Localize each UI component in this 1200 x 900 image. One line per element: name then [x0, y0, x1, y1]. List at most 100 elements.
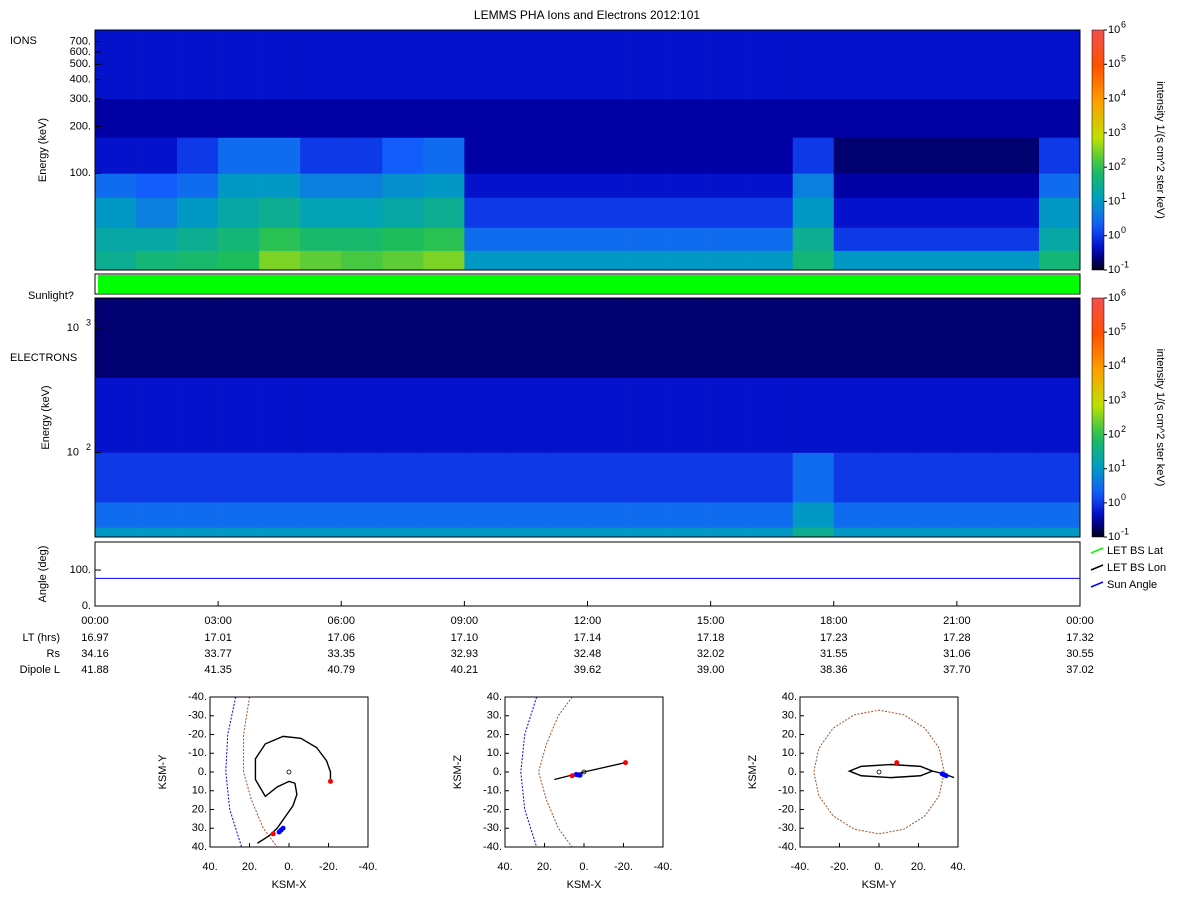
heatmap-cell [1038, 197, 1081, 228]
heatmap-cell [956, 502, 999, 528]
heatmap-cell [1038, 250, 1081, 271]
heatmap-cell [218, 227, 260, 251]
x-tick-label: -40. [791, 861, 810, 873]
ephemeris-value: 37.70 [943, 664, 971, 676]
heatmap-cell [628, 377, 670, 453]
heatmap-cell [997, 173, 1040, 198]
colorbar-tick-label: -1 [1121, 526, 1129, 536]
heatmap-cell [587, 527, 629, 538]
y-tick-label: -20. [483, 803, 502, 815]
colorbar [1091, 297, 1105, 538]
heatmap-cell [136, 30, 178, 100]
heatmap-cell [874, 137, 917, 174]
heatmap-cell [1038, 502, 1081, 528]
heatmap-cell [177, 98, 219, 138]
y-tick-label: 2 [86, 442, 91, 452]
y-tick-label: 20. [192, 803, 207, 815]
ephemeris-value: 17.01 [204, 632, 232, 644]
heatmap-cell [792, 502, 835, 528]
heatmap-cell [95, 527, 137, 538]
orbit-point [569, 773, 575, 779]
heatmap-cell [628, 173, 670, 198]
heatmap-cell [136, 298, 178, 378]
heatmap-cell [423, 377, 465, 453]
ephemeris-value: 17.28 [943, 632, 971, 644]
y-axis-label: KSM-Z [452, 755, 464, 790]
heatmap-cell [874, 197, 917, 228]
heatmap-cell [341, 298, 383, 378]
y-tick-label: 10 [67, 447, 79, 459]
x-tick-label: 18:00 [820, 615, 848, 627]
heatmap-cell [915, 527, 958, 538]
heatmap-cell [956, 197, 999, 228]
heatmap-cell [136, 527, 178, 538]
y-tick-label: 500. [70, 58, 91, 70]
plot-frame [94, 297, 1081, 538]
heatmap-cell [423, 137, 465, 174]
heatmap-cell [341, 137, 383, 174]
heatmap-cell [587, 250, 629, 271]
heatmap-cell [95, 298, 137, 378]
heatmap-cell [300, 298, 342, 378]
panel-label: IONS [10, 35, 37, 47]
heatmap-cell [628, 30, 670, 100]
heatmap-cell [505, 197, 547, 228]
colorbar-tick-label: 6 [1121, 287, 1126, 297]
heatmap-cell [669, 98, 711, 138]
heatmap-cell [382, 227, 424, 251]
heatmap-cell [95, 502, 137, 528]
heatmap-cell [382, 98, 424, 138]
heatmap-cell [669, 30, 711, 100]
heatmap-cell [382, 502, 424, 528]
heatmap-cell [751, 173, 794, 198]
plot-frame [94, 541, 1081, 607]
heatmap-cell [95, 173, 137, 198]
heatmap-cell [751, 298, 794, 378]
heatmap-cell [710, 298, 752, 378]
heatmap-cell [1038, 227, 1081, 251]
planet-marker [286, 769, 292, 775]
heatmap-cell [669, 298, 711, 378]
heatmap-cell [423, 452, 465, 503]
legend-swatch [1090, 547, 1104, 554]
heatmap-cell [997, 250, 1040, 271]
heatmap-cell [464, 227, 506, 251]
heatmap-cell [915, 30, 958, 100]
heatmap-cell [1038, 30, 1081, 100]
heatmap-cell [833, 98, 876, 138]
heatmap-cell [833, 298, 876, 378]
heatmap-cell [915, 452, 958, 503]
heatmap-cell [710, 98, 752, 138]
heatmap-cell [587, 298, 629, 378]
heatmap-cell [751, 452, 794, 503]
heatmap-cell [300, 98, 342, 138]
heatmap-cell [259, 197, 301, 228]
colorbar-tick-label: 10 [1108, 394, 1120, 406]
y-tick-label: -40. [483, 841, 502, 853]
heatmap-cell [833, 527, 876, 538]
heatmap-cell [997, 98, 1040, 138]
x-tick-label: 0. [579, 861, 588, 873]
heatmap-cell [546, 377, 588, 453]
y-tick-label: 300. [70, 93, 91, 105]
heatmap-cell [464, 527, 506, 538]
heatmap-cell [669, 227, 711, 251]
heatmap-cell [177, 137, 219, 174]
heatmap-cell [218, 250, 260, 271]
heatmap-cell [587, 197, 629, 228]
ephemeris-value: 31.06 [943, 648, 971, 660]
heatmap-cell [95, 377, 137, 453]
heatmap-cell [751, 30, 794, 100]
heatmap-cell [136, 197, 178, 228]
colorbar-tick-label: 5 [1121, 54, 1126, 64]
heatmap-cell [464, 197, 506, 228]
y-tick-label: -10. [188, 747, 207, 759]
y-tick-label: 30. [192, 822, 207, 834]
heatmap-cell [1038, 527, 1081, 538]
colorbar-tick-label: -1 [1121, 259, 1129, 269]
heatmap-cell [382, 527, 424, 538]
heatmap-cell [792, 227, 835, 251]
heatmap-cell [956, 227, 999, 251]
heatmap-cell [915, 137, 958, 174]
